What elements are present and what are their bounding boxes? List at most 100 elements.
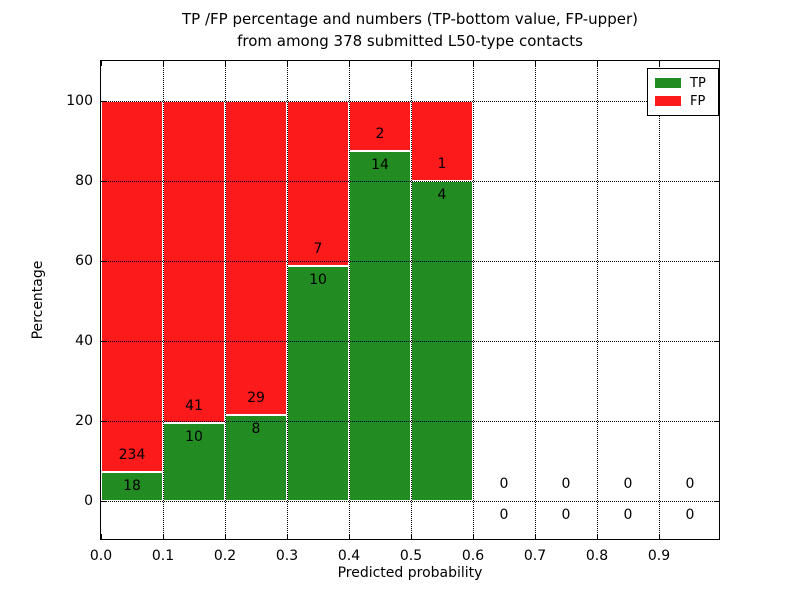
tp-count-label: 8: [251, 420, 261, 437]
y-tick-label: 0: [84, 493, 93, 509]
tp-count-label: 4: [437, 187, 447, 203]
tp-count-label: 0: [623, 507, 633, 523]
fp-count-label: 41: [185, 397, 203, 414]
x-tickmark-bottom: [349, 534, 350, 539]
x-gridline: [659, 61, 660, 539]
y-tickmark-left: [101, 261, 106, 262]
fp-count-label: 234: [118, 447, 146, 464]
x-tick-label: 0.1: [151, 548, 175, 564]
fp-count-label: 29: [247, 389, 265, 406]
x-tick-label: 0.8: [585, 548, 609, 564]
fp-count-label: 1: [437, 156, 447, 172]
x-tickmark-top: [597, 61, 598, 66]
x-tick-label: 0.2: [213, 548, 237, 564]
legend-label: TP: [690, 75, 706, 91]
fp-count-label: 0: [623, 476, 633, 492]
tp-count-label: 10: [185, 428, 203, 445]
tp-count-label: 0: [561, 507, 571, 523]
x-gridline: [411, 61, 412, 539]
x-tickmark-bottom: [659, 534, 660, 539]
legend: TP FP: [647, 68, 719, 116]
x-gridline: [287, 61, 288, 539]
x-gridline: [225, 61, 226, 539]
tp-bar-segment: [101, 472, 163, 501]
y-tickmark-right: [714, 181, 719, 182]
x-tick-label: 0.9: [647, 548, 671, 564]
y-tickmark-left: [101, 181, 106, 182]
tp-count-label: 0: [499, 507, 509, 523]
y-axis-label: Percentage: [30, 260, 46, 340]
fp-count-label: 0: [499, 476, 509, 492]
x-tickmark-bottom: [411, 534, 412, 539]
tp-count-label: 14: [371, 157, 389, 173]
x-tickmark-top: [349, 61, 350, 66]
y-tick-label: 20: [75, 413, 93, 429]
y-tickmark-right: [714, 261, 719, 262]
x-tick-label: 0.3: [275, 548, 299, 564]
x-tickmark-top: [287, 61, 288, 66]
x-tickmark-bottom: [535, 534, 536, 539]
y-gridline: [101, 101, 719, 102]
fp-bar-segment: [101, 101, 163, 473]
tp-count-label: 18: [123, 478, 141, 495]
tp-bar-segment: [163, 422, 225, 501]
fp-count-label: 2: [375, 126, 385, 142]
y-tick-label: 100: [66, 93, 93, 109]
x-tick-label: 0.6: [461, 548, 485, 564]
y-tickmark-right: [714, 421, 719, 422]
x-tick-label: 0.4: [337, 548, 361, 564]
x-gridline: [535, 61, 536, 539]
tp-bar-segment: [225, 414, 287, 501]
y-tickmark-left: [101, 501, 106, 502]
x-tick-label: 0.7: [523, 548, 547, 564]
x-tickmark-bottom: [225, 534, 226, 539]
y-tickmark-left: [101, 101, 106, 102]
tp-swatch-icon: [655, 78, 681, 88]
tp-count-label: 10: [309, 271, 327, 288]
x-tickmark-bottom: [163, 534, 164, 539]
y-tick-label: 80: [75, 173, 93, 189]
y-tickmark-right: [714, 501, 719, 502]
x-tickmark-top: [411, 61, 412, 66]
x-gridline: [473, 61, 474, 539]
fp-count-label: 0: [685, 476, 695, 492]
x-tickmark-top: [163, 61, 164, 66]
x-tickmark-bottom: [287, 534, 288, 539]
chart-title-line1: TP /FP percentage and numbers (TP-bottom…: [182, 10, 638, 28]
x-tick-label: 0.0: [89, 548, 113, 564]
x-tickmark-bottom: [101, 534, 102, 539]
y-tick-label: 40: [75, 333, 93, 349]
fp-swatch-icon: [655, 96, 681, 106]
x-tickmark-top: [535, 61, 536, 66]
x-gridline: [597, 61, 598, 539]
y-tickmark-left: [101, 421, 106, 422]
x-tickmark-top: [659, 61, 660, 66]
x-tickmark-top: [225, 61, 226, 66]
fp-count-label: 7: [313, 240, 323, 257]
y-gridline: [101, 421, 719, 422]
x-axis-label: Predicted probability: [337, 565, 483, 581]
y-tickmark-right: [714, 341, 719, 342]
chart-title-line2: from among 378 submitted L50-type contac…: [237, 32, 583, 50]
x-tickmark-bottom: [473, 534, 474, 539]
y-gridline: [101, 261, 719, 262]
chart-title: TP /FP percentage and numbers (TP-bottom…: [100, 8, 720, 52]
tp-bar-segment: [349, 151, 411, 501]
plot-area: 234 18 41 10 29 8 7 10 2 14 1 4 0 0 0 0 0 0 0 0 0.0 0.1 0.2 0.3…: [66, 60, 720, 564]
legend-label: FP: [690, 93, 706, 109]
x-gridline: [163, 61, 164, 539]
tp-bar-segment: [287, 265, 349, 501]
x-tick-label: 0.5: [399, 548, 423, 564]
y-gridline: [101, 501, 719, 502]
y-gridline: [101, 181, 719, 182]
y-tick-label: 60: [75, 253, 93, 269]
x-tickmark-top: [473, 61, 474, 66]
legend-item-tp: TP: [648, 77, 718, 90]
legend-item-fp: FP: [648, 95, 718, 108]
y-tickmark-left: [101, 341, 106, 342]
fp-count-label: 0: [561, 476, 571, 492]
x-gridline: [349, 61, 350, 539]
x-tickmark-bottom: [597, 534, 598, 539]
x-tickmark-top: [101, 61, 102, 66]
